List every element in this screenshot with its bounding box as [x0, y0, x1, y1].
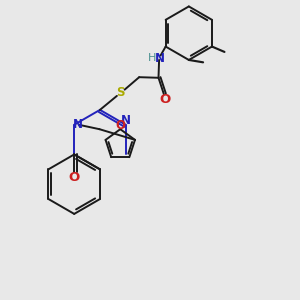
- Text: N: N: [73, 118, 83, 131]
- Text: S: S: [116, 86, 125, 99]
- Text: N: N: [155, 52, 165, 65]
- Text: O: O: [69, 171, 80, 184]
- Text: O: O: [160, 93, 171, 106]
- Text: O: O: [116, 118, 126, 131]
- Text: N: N: [121, 114, 131, 128]
- Text: H: H: [148, 53, 156, 64]
